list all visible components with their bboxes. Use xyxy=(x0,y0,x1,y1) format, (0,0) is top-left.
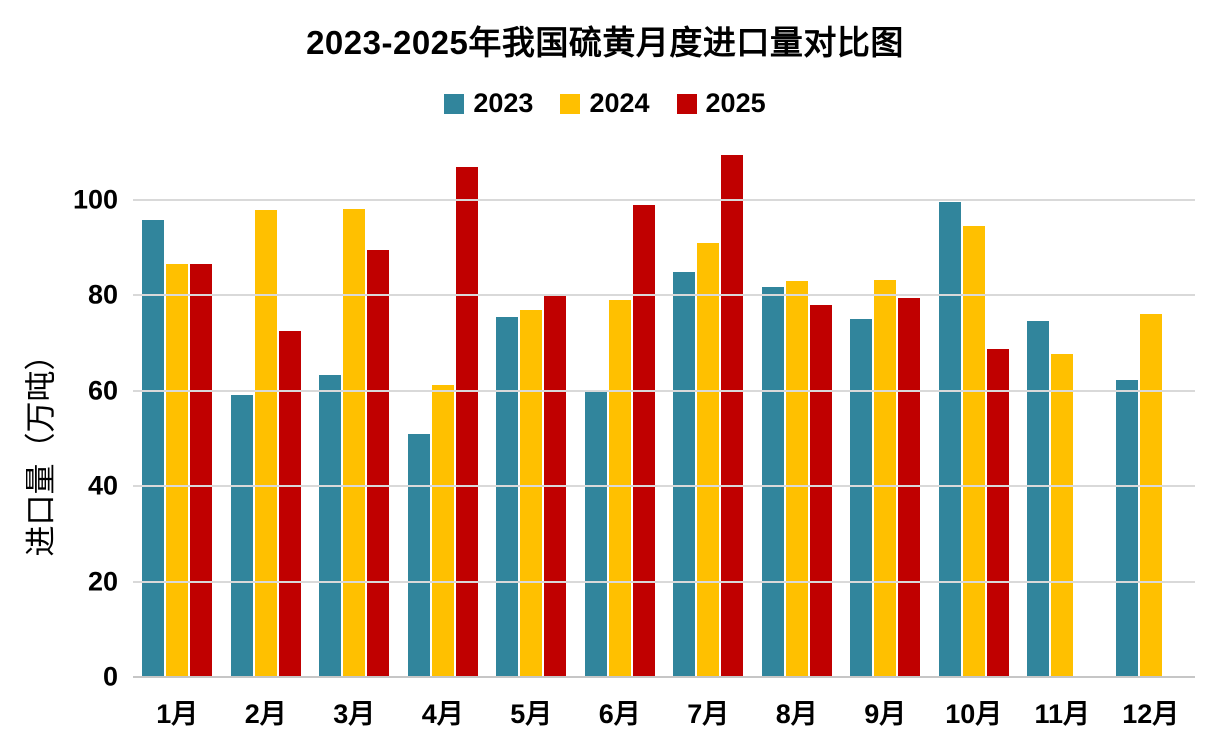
y-tick-label: 100 xyxy=(72,184,118,215)
bar-2024-8月 xyxy=(785,281,808,677)
bar-2024-5月 xyxy=(520,309,543,677)
bar-group-9月 xyxy=(841,200,930,677)
bar-group-5月 xyxy=(487,200,576,677)
legend-label: 2025 xyxy=(705,88,766,118)
chart-title: 2023-2025年我国硫黄月度进口量对比图 xyxy=(306,24,904,61)
bar-2024-1月 xyxy=(166,263,189,677)
bar-2025-10月 xyxy=(986,348,1009,677)
y-tick-label: 40 xyxy=(87,470,118,501)
x-tick-label: 10月 xyxy=(945,699,1003,729)
bar-2024-9月 xyxy=(874,280,897,677)
legend-item-2025: 2025 xyxy=(676,88,766,119)
y-tick-label: 0 xyxy=(102,661,118,692)
x-tick-label: 4月 xyxy=(421,699,464,729)
bar-2023-11月 xyxy=(1027,320,1050,677)
bar-group-1月 xyxy=(133,200,222,677)
legend: 2023 2024 2025 xyxy=(0,88,1210,119)
bar-2023-5月 xyxy=(496,316,519,677)
x-axis-line xyxy=(133,676,1195,678)
bar-group-6月 xyxy=(576,200,665,677)
bar-group-11月 xyxy=(1018,200,1107,677)
bar-2023-7月 xyxy=(673,271,696,677)
bar-2025-9月 xyxy=(898,297,921,677)
bar-2024-7月 xyxy=(697,243,720,677)
legend-label: 2024 xyxy=(589,88,650,118)
bar-2024-11月 xyxy=(1051,354,1074,677)
bar-groups xyxy=(133,155,1196,677)
bar-2023-1月 xyxy=(142,220,165,677)
x-tick-label: 9月 xyxy=(864,699,907,729)
bar-group-3月 xyxy=(310,200,399,677)
y-tick-label: 20 xyxy=(87,566,118,597)
bar-2023-10月 xyxy=(938,201,961,677)
x-tick-label: 3月 xyxy=(333,699,376,729)
bar-2025-6月 xyxy=(632,205,655,677)
gridline xyxy=(133,389,1195,392)
bar-2025-4月 xyxy=(455,166,478,677)
legend-swatch xyxy=(560,93,581,114)
bar-2023-12月 xyxy=(1115,379,1138,677)
bar-2024-3月 xyxy=(343,208,366,677)
x-tick-label: 7月 xyxy=(687,699,730,729)
plot-area xyxy=(133,155,1196,678)
x-tick-label: 8月 xyxy=(775,699,818,729)
y-tick-label: 60 xyxy=(87,375,118,406)
gridline xyxy=(133,485,1195,488)
x-axis-labels: 1月 2月 3月 4月 5月 6月 7月 8月 9月 10月 11月 12月 xyxy=(133,692,1195,731)
gridline xyxy=(133,294,1195,297)
bar-2024-6月 xyxy=(608,299,631,677)
bar-2023-6月 xyxy=(584,391,607,677)
bar-2024-12月 xyxy=(1139,314,1162,677)
bar-2023-9月 xyxy=(850,318,873,677)
bar-group-7月 xyxy=(664,155,753,677)
legend-item-2023: 2023 xyxy=(444,88,533,119)
gridline xyxy=(133,199,1195,201)
legend-label: 2023 xyxy=(473,88,534,118)
bar-2025-7月 xyxy=(721,155,744,677)
y-tick-label: 80 xyxy=(87,279,118,310)
bar-2024-2月 xyxy=(254,210,277,677)
bar-2023-2月 xyxy=(230,394,253,677)
x-tick-label: 6月 xyxy=(598,699,641,729)
x-tick-label: 5月 xyxy=(510,699,553,729)
bar-2025-8月 xyxy=(809,305,832,677)
bar-2023-4月 xyxy=(407,434,430,677)
bar-2025-2月 xyxy=(278,330,301,677)
x-tick-label: 1月 xyxy=(156,699,199,729)
gridline xyxy=(133,580,1195,583)
bar-2025-3月 xyxy=(367,250,390,677)
x-tick-label: 2月 xyxy=(244,699,287,729)
bar-group-10月 xyxy=(930,200,1019,677)
bar-2025-1月 xyxy=(190,263,213,677)
x-tick-label: 11月 xyxy=(1034,699,1091,729)
legend-swatch xyxy=(444,93,465,114)
bar-group-4月 xyxy=(399,166,488,677)
bar-2023-3月 xyxy=(319,374,342,677)
legend-item-2024: 2024 xyxy=(560,88,650,119)
bar-group-2月 xyxy=(222,200,311,677)
bar-2024-10月 xyxy=(962,225,985,677)
bar-group-12月 xyxy=(1107,200,1196,677)
bar-2024-4月 xyxy=(431,384,454,677)
x-tick-label: 12月 xyxy=(1122,699,1180,729)
legend-swatch xyxy=(676,93,697,114)
y-axis-ticks: 0 20 40 60 80 100 xyxy=(0,186,118,690)
bar-group-8月 xyxy=(753,200,842,677)
bar-2023-8月 xyxy=(761,287,784,677)
